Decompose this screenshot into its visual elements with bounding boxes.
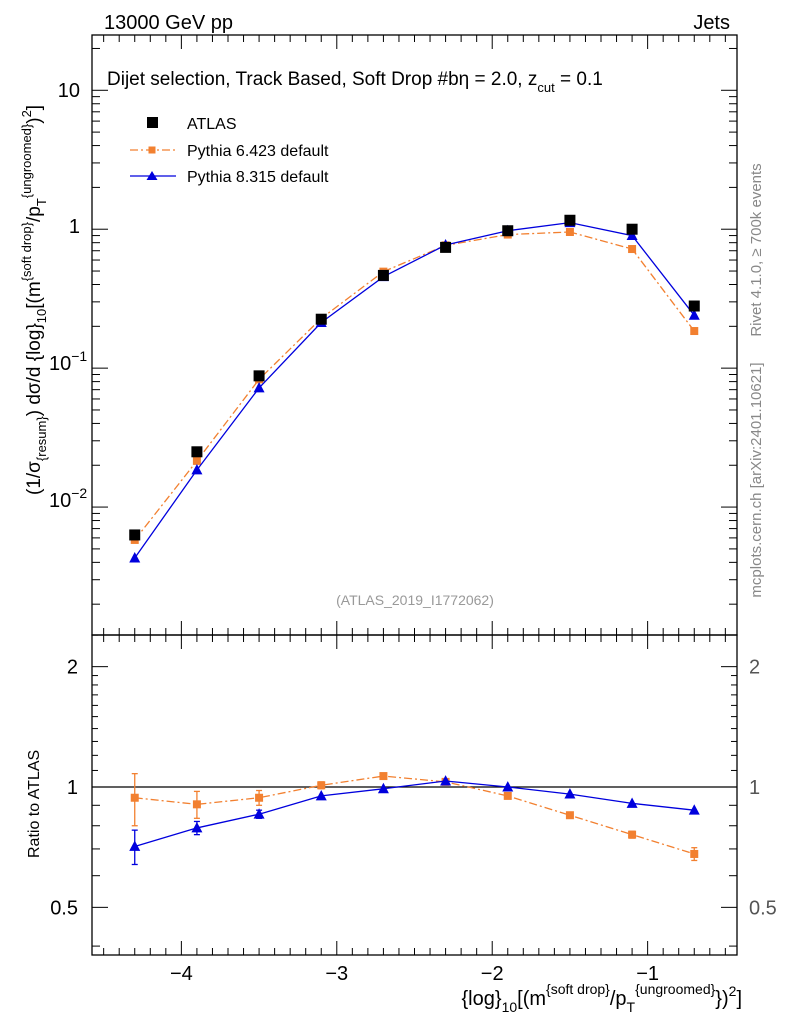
y-axis-label-main: (1/σ{resum}) dσ/d {log}10[(m{soft drop}/… xyxy=(19,105,49,495)
ratio-point xyxy=(317,781,326,790)
title-tail: = 0.1 xyxy=(555,69,603,90)
data-point xyxy=(315,313,327,325)
y-tick-exp-0.1: −1 xyxy=(71,348,87,364)
header-right: Jets xyxy=(693,12,730,34)
ratio-line xyxy=(134,780,695,848)
legend-label-atlas: ATLAS xyxy=(187,116,237,133)
legend-marker-pythia8 xyxy=(146,171,158,180)
ratio-point xyxy=(255,793,264,802)
ratio-point xyxy=(440,775,452,786)
series-pythia-6-423-default xyxy=(130,227,699,544)
legend-label-pythia8: Pythia 8.315 default xyxy=(187,169,329,186)
ratio-point xyxy=(503,791,512,800)
data-point xyxy=(626,229,638,241)
analysis-reference: (ATLAS_2019_I1772062) xyxy=(336,592,494,608)
legend: ATLAS Pythia 6.423 default Pythia 8.315 … xyxy=(130,116,329,186)
y-tick-exp-0.01: −2 xyxy=(71,485,87,501)
ratio-point xyxy=(130,793,139,802)
ratio-point xyxy=(688,804,700,815)
ratio-point xyxy=(377,782,389,794)
x-tick-label: −1 xyxy=(636,963,659,985)
data-point xyxy=(564,214,576,226)
data-point xyxy=(502,225,514,237)
ratio-point xyxy=(502,781,514,792)
data-point xyxy=(191,446,203,458)
y-tick-label-0.1: 10−1 xyxy=(49,348,87,375)
data-point xyxy=(565,227,574,236)
ratio-panel-frame xyxy=(91,634,738,956)
y-tick-label-10: 10 xyxy=(58,80,80,102)
rivet-info: Rivet 4.1.0, ≥ 700k events xyxy=(748,163,765,336)
data-point xyxy=(253,382,265,393)
x-tick-label: −4 xyxy=(170,963,193,985)
ratio-y-tick-label: 2 xyxy=(67,657,78,679)
ratio-tick-labels: 0.5 0.5 1 1 2 2 −4 −3 −2 −1 xyxy=(50,657,777,985)
ratio-y-tick-label-right: 0.5 xyxy=(749,897,777,919)
data-point xyxy=(688,309,700,320)
axis-ticks xyxy=(92,35,737,955)
data-point xyxy=(690,327,699,336)
ratio-point xyxy=(626,797,638,808)
ratio-point xyxy=(191,821,203,833)
mcplots-source: mcplots.cern.ch [arXiv:2401.10621] xyxy=(748,362,765,597)
data-point xyxy=(191,464,203,475)
ratio-point xyxy=(129,840,141,851)
title-sub: cut xyxy=(537,80,555,95)
data-point xyxy=(628,245,637,254)
series-line xyxy=(134,231,695,541)
header-left: 13000 GeV pp xyxy=(104,12,233,34)
title-main: Dijet selection, Track Based, Soft Drop … xyxy=(107,69,459,90)
x-tick-label: −2 xyxy=(481,963,504,985)
ratio-point xyxy=(565,811,574,820)
x-tick-label: −3 xyxy=(325,963,348,985)
x-axis-label: {log}10[(m{soft drop}/pT{ungroomed}})2] xyxy=(462,981,743,1015)
data-point xyxy=(129,552,141,563)
ratio-point xyxy=(379,772,388,781)
legend-marker-atlas xyxy=(147,117,158,128)
y-tick-label-0.01: 10−2 xyxy=(49,485,87,512)
ratio-point xyxy=(690,849,699,858)
data-point xyxy=(253,370,265,382)
ratio-point xyxy=(315,789,327,801)
series-atlas xyxy=(129,214,700,541)
series-line xyxy=(134,221,695,559)
ratio-line xyxy=(134,775,695,855)
series-pythia-8-315-default xyxy=(129,216,700,563)
ratio-y-tick-label-right: 1 xyxy=(749,777,760,799)
data-series xyxy=(129,214,700,866)
data-point xyxy=(688,300,700,312)
plot-title: Dijet selection, Track Based, Soft Drop … xyxy=(107,69,603,95)
data-point xyxy=(377,269,389,281)
ratio-y-tick-label-right: 2 xyxy=(749,657,760,679)
data-point xyxy=(440,241,452,253)
ratio-point xyxy=(628,830,637,839)
y-tick-labels-main: 10 1 10−1 10−2 xyxy=(49,80,87,512)
data-point xyxy=(129,529,141,541)
ratio-point xyxy=(192,800,201,809)
y-axis-label-ratio: Ratio to ATLAS xyxy=(26,750,43,858)
ratio-point xyxy=(253,808,265,819)
y-tick-label-1: 1 xyxy=(69,216,80,238)
data-point xyxy=(626,223,638,235)
ratio-y-tick-label: 0.5 xyxy=(50,897,78,919)
ratio-point xyxy=(564,788,576,799)
legend-label-pythia6: Pythia 6.423 default xyxy=(187,143,329,160)
legend-marker-pythia6 xyxy=(148,146,156,154)
ratio-series-pythia-8-315-default xyxy=(129,775,700,866)
data-point xyxy=(192,456,201,465)
title-eta: η = 2.0, z xyxy=(459,69,538,90)
ratio-y-tick-label: 1 xyxy=(67,777,78,799)
